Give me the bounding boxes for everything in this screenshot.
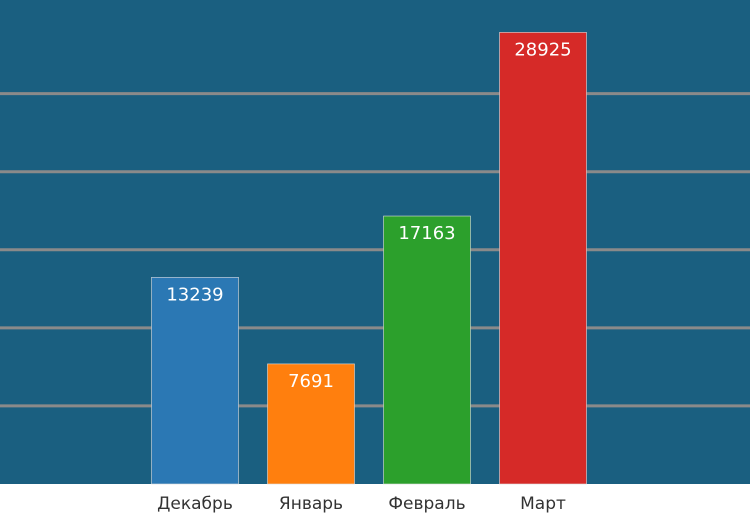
bar [267, 363, 355, 485]
x-tick-label: Декабрь [157, 494, 233, 514]
plot-background [0, 0, 750, 484]
x-tick-label: Февраль [388, 494, 465, 514]
value-label: 17163 [398, 223, 455, 244]
x-tick-label: Январь [279, 494, 343, 514]
bar [383, 215, 471, 485]
x-tick-label: Март [520, 494, 566, 514]
bar [151, 277, 239, 485]
value-label: 7691 [288, 371, 334, 392]
value-label: 13239 [166, 284, 223, 305]
bar [499, 32, 587, 485]
value-label: 28925 [514, 39, 571, 60]
